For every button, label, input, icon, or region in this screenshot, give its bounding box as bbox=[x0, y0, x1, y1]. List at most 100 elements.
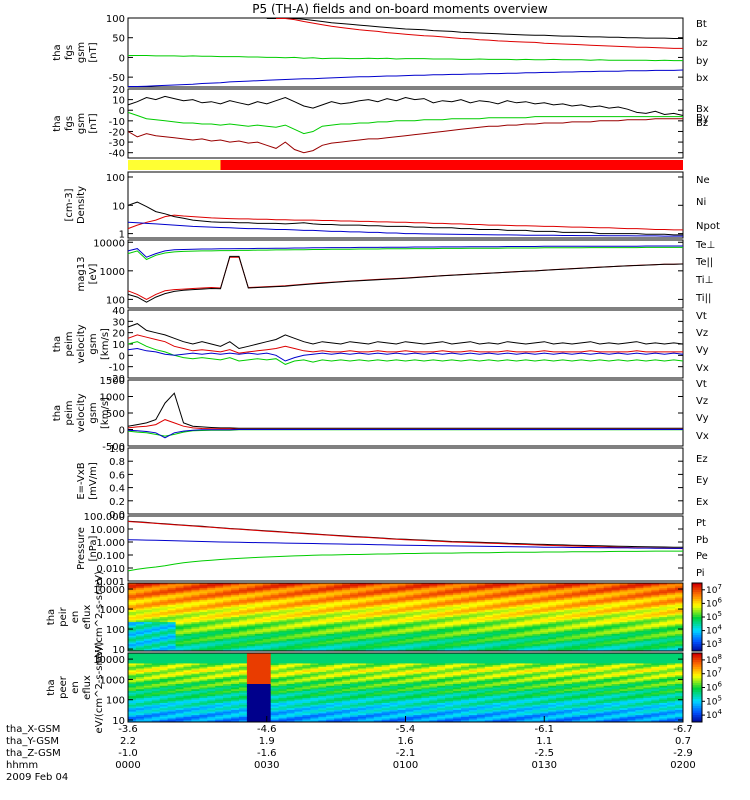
heatmap-cell bbox=[397, 600, 406, 603]
heatmap-cell bbox=[484, 598, 494, 601]
heatmap-cell bbox=[143, 625, 153, 628]
heatmap-cell bbox=[445, 584, 454, 587]
heatmap-cell bbox=[397, 645, 406, 649]
heatmap-cell bbox=[540, 661, 549, 664]
heatmap-cell bbox=[135, 699, 145, 702]
heatmap-cell bbox=[659, 608, 668, 611]
heatmap-cell bbox=[294, 684, 303, 687]
heatmap-cell bbox=[579, 635, 589, 638]
heatmap-cell bbox=[500, 677, 509, 680]
heatmap-cell bbox=[429, 696, 438, 699]
heatmap-cell bbox=[262, 666, 272, 669]
heatmap-cell bbox=[405, 606, 414, 609]
heatmap-cell bbox=[246, 584, 256, 587]
heatmap-cell bbox=[373, 672, 383, 675]
heatmap-cell bbox=[397, 588, 406, 591]
heatmap-cell bbox=[175, 583, 184, 586]
heatmap-cell bbox=[643, 696, 652, 699]
heatmap-cell bbox=[564, 684, 573, 687]
heatmap-cell bbox=[207, 625, 216, 628]
heatmap-cell bbox=[135, 623, 145, 626]
heatmap-cell bbox=[342, 596, 351, 599]
heatmap-cell bbox=[564, 694, 573, 697]
heatmap-cell bbox=[270, 692, 280, 695]
heatmap-cell bbox=[532, 635, 541, 638]
heatmap-cell bbox=[135, 689, 145, 692]
heatmap-cell bbox=[334, 625, 343, 628]
heatmap-cell bbox=[556, 668, 565, 671]
heatmap-cell bbox=[579, 627, 589, 630]
heatmap-cell bbox=[532, 649, 541, 652]
heatmap-cell bbox=[579, 640, 589, 643]
heatmap-cell bbox=[270, 673, 280, 676]
heatmap-cell bbox=[373, 606, 383, 609]
heatmap-cell bbox=[492, 584, 502, 587]
heatmap-cell bbox=[381, 692, 391, 695]
heatmap-cell bbox=[421, 694, 430, 697]
heatmap-cell bbox=[492, 600, 502, 603]
heatmap-cell bbox=[167, 658, 176, 661]
heatmap-cell bbox=[437, 644, 446, 647]
heatmap-cell bbox=[373, 634, 383, 637]
heatmap-cell bbox=[310, 691, 319, 694]
heatmap-cell bbox=[239, 632, 248, 635]
heatmap-cell bbox=[500, 672, 509, 675]
heatmap-cell bbox=[429, 659, 438, 663]
heatmap-cell bbox=[231, 627, 240, 630]
heatmap-cell bbox=[167, 617, 176, 620]
heatmap-cell bbox=[254, 673, 264, 676]
heatmap-cell bbox=[445, 620, 454, 623]
heatmap-cell bbox=[484, 692, 494, 695]
heatmap-cell bbox=[421, 672, 430, 675]
heatmap-cell bbox=[564, 617, 573, 620]
heatmap-cell bbox=[508, 659, 517, 663]
heatmap-cell bbox=[484, 606, 494, 609]
heatmap-cell bbox=[540, 647, 549, 650]
heatmap-cell bbox=[373, 668, 383, 671]
heatmap-cell bbox=[262, 601, 272, 604]
heatmap-cell bbox=[350, 649, 359, 652]
heatmap-cell bbox=[159, 591, 169, 594]
heatmap-cell bbox=[286, 682, 295, 685]
heatmap-cell bbox=[595, 586, 605, 589]
heatmap-cell bbox=[373, 623, 383, 626]
heatmap-cell bbox=[310, 588, 319, 591]
heatmap-cell bbox=[350, 630, 359, 633]
heatmap-cell bbox=[246, 632, 256, 635]
heatmap-cell bbox=[405, 583, 414, 586]
heatmap-cell bbox=[603, 632, 613, 635]
heatmap-cell bbox=[667, 659, 676, 663]
heatmap-cell bbox=[342, 584, 351, 587]
heatmap-cell bbox=[500, 694, 509, 697]
heatmap-cell bbox=[468, 678, 478, 682]
heatmap-cell bbox=[603, 613, 613, 616]
heatmap-cell bbox=[215, 692, 224, 695]
heatmap-cell bbox=[675, 645, 684, 649]
heatmap-cell bbox=[445, 613, 454, 616]
heatmap-cell bbox=[270, 622, 280, 625]
heatmap-cell bbox=[564, 658, 573, 661]
heatmap-cell bbox=[278, 687, 287, 690]
heatmap-cell bbox=[548, 640, 557, 643]
heatmap-cell bbox=[619, 645, 628, 649]
heatmap-cell bbox=[643, 601, 652, 604]
heatmap-cell bbox=[175, 605, 184, 608]
heatmap-cell bbox=[651, 593, 660, 596]
heatmap-cell bbox=[508, 673, 517, 676]
heatmap-cell bbox=[350, 677, 359, 680]
heatmap-cell bbox=[381, 678, 391, 682]
heatmap-cell bbox=[183, 610, 192, 613]
heatmap-cell bbox=[191, 605, 200, 608]
heatmap-cell bbox=[429, 687, 438, 690]
heatmap-cell bbox=[167, 678, 176, 682]
heatmap-cell bbox=[659, 618, 668, 621]
heatmap-cell bbox=[246, 623, 256, 626]
heatmap-cell bbox=[239, 642, 248, 645]
heatmap-cell bbox=[659, 605, 668, 608]
heatmap-cell bbox=[318, 635, 327, 638]
heatmap-cell bbox=[627, 670, 636, 673]
legend-entry: Vy bbox=[696, 413, 709, 424]
heatmap-cell bbox=[342, 593, 351, 596]
heatmap-cell bbox=[667, 603, 676, 606]
heatmap-cell bbox=[373, 635, 383, 638]
